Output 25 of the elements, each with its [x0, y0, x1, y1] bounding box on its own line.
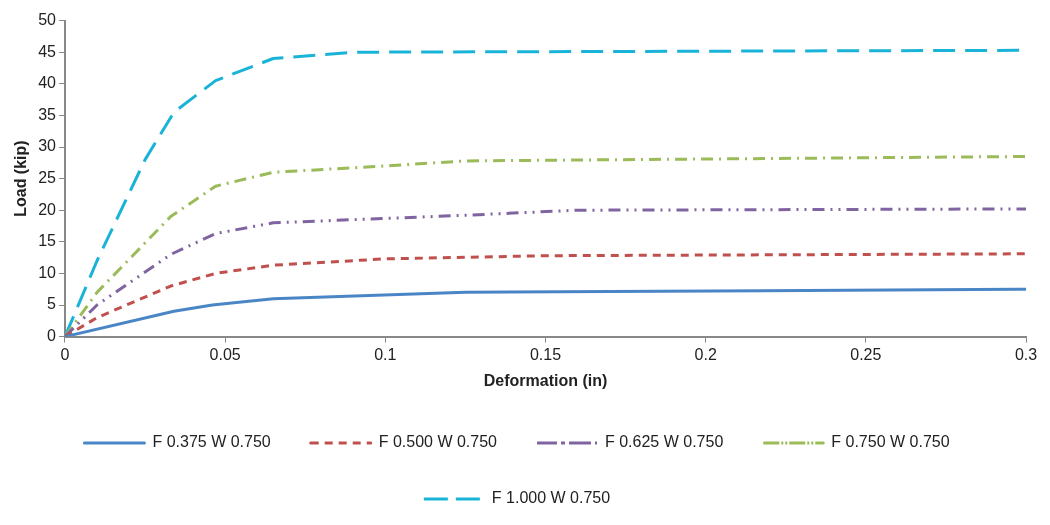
y-tick-label: 50	[38, 11, 57, 29]
x-axis-title: Deformation (in)	[483, 371, 608, 389]
x-tick-label: 0.2	[694, 345, 717, 363]
legend-label: F 1.000 W 0.750	[491, 489, 611, 507]
legend-label: F 0.375 W 0.750	[152, 433, 271, 451]
y-axis-title: Load (kip)	[12, 140, 30, 217]
x-tick-label: 0.05	[209, 345, 241, 363]
y-tick-label: 30	[38, 137, 57, 155]
y-tick-label: 40	[38, 74, 57, 92]
y-tick-label: 45	[38, 42, 57, 60]
x-tick-label: 0.15	[529, 345, 562, 363]
y-tick-label: 10	[38, 263, 57, 281]
x-tick-label: 0	[60, 345, 70, 363]
legend-label: F 0.750 W 0.750	[831, 433, 950, 451]
y-tick-label: 35	[38, 105, 57, 123]
y-tick-label: 15	[38, 232, 57, 250]
y-tick-label: 5	[47, 295, 57, 313]
legend-label: F 0.500 W 0.750	[378, 433, 498, 451]
x-tick-label: 0.25	[850, 345, 882, 363]
y-tick-label: 0	[47, 327, 57, 345]
legend-label: F 0.625 W 0.750	[605, 433, 724, 451]
x-tick-label: 0.3	[1014, 345, 1038, 363]
y-tick-label: 20	[38, 200, 57, 218]
y-tick-label: 25	[38, 169, 57, 187]
x-tick-label: 0.1	[374, 345, 397, 363]
